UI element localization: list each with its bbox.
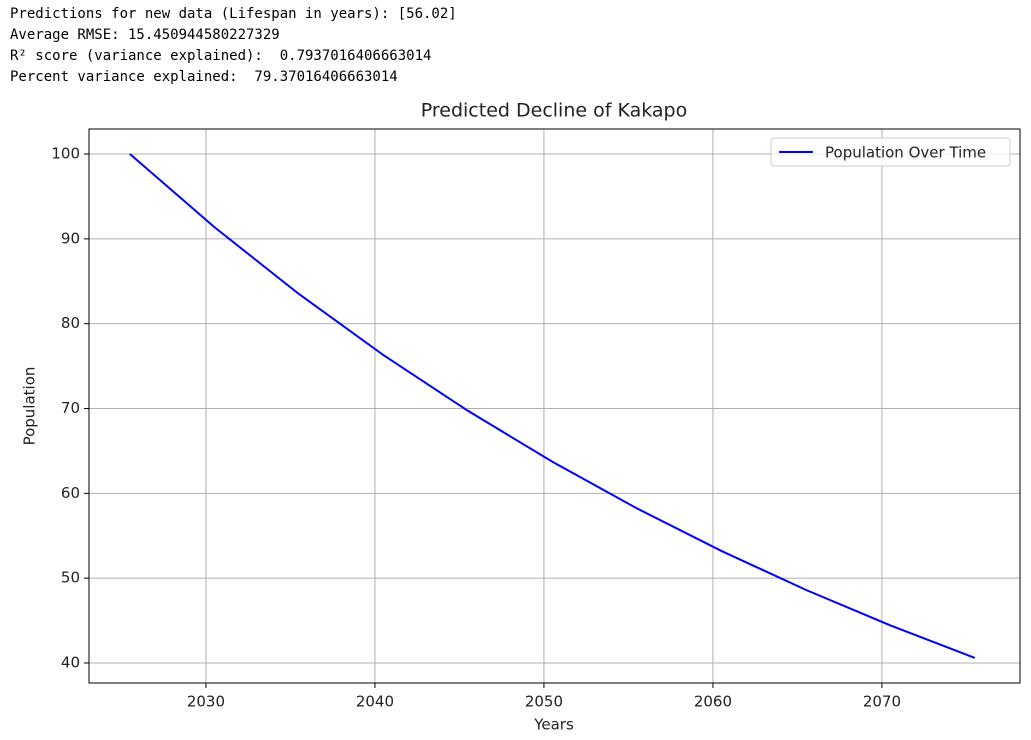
x-tick-label: 2060 (694, 693, 732, 711)
y-axis-label: Population (21, 367, 39, 446)
plot-frame (88, 128, 1021, 684)
line-series (129, 153, 976, 659)
x-axis-label: Years (533, 716, 574, 734)
output-line: R² score (variance explained): 0.7937016… (10, 48, 432, 64)
y-tick-label: 40 (61, 653, 80, 671)
y-tick-label: 80 (61, 314, 80, 332)
y-tick-label: 100 (51, 145, 80, 163)
x-tick-label: 2040 (356, 693, 394, 711)
x-tick-label: 2030 (187, 693, 225, 711)
output-line: Average RMSE: 15.450944580227329 (10, 27, 280, 43)
y-tick-label: 50 (61, 569, 80, 587)
chart-title: Predicted Decline of Kakapo (421, 100, 687, 122)
y-tick-label: 70 (61, 399, 80, 417)
x-tick-label: 2070 (863, 693, 901, 711)
legend-box (770, 137, 1011, 167)
output-line: Predictions for new data (Lifespan in ye… (10, 6, 457, 22)
legend-label: Population Over Time (825, 144, 986, 162)
x-tick-label: 2050 (525, 693, 563, 711)
y-tick-label: 60 (61, 484, 80, 502)
output-line: Percent variance explained: 79.370164066… (10, 69, 398, 85)
y-tick-label: 90 (61, 229, 80, 247)
